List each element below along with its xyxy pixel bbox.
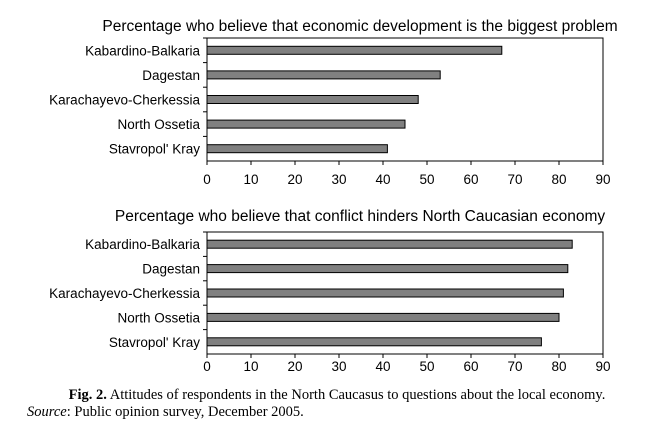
- chart2-x-tick-label: 70: [507, 359, 522, 374]
- chart2-category-label: North Ossetia: [117, 310, 200, 325]
- chart2-x-tick-label: 20: [287, 359, 302, 374]
- chart1-x-tick-label: 70: [507, 172, 522, 187]
- chart1-x-tick-label: 30: [331, 172, 346, 187]
- chart1-title: Percentage who believe that economic dev…: [102, 18, 617, 35]
- chart1-x-tick-label: 0: [203, 172, 211, 187]
- chart2-x-tick-label: 80: [551, 359, 566, 374]
- figure-caption-text: Attitudes of respondents in the North Ca…: [106, 387, 606, 403]
- chart1-x-tick-label: 20: [287, 172, 302, 187]
- chart1-category-label: Karachayevo-Cherkessia: [49, 93, 200, 108]
- chart2-x-tick-label: 90: [595, 359, 610, 374]
- chart2-category-label: Dagestan: [142, 262, 200, 277]
- chart2-bar: [206, 312, 560, 322]
- chart2-bar: [206, 337, 542, 347]
- chart2-x-tick-label: 50: [419, 359, 434, 374]
- chart2-category-label: Stavropol' Kray: [109, 335, 200, 350]
- chart2-category-label: Karachayevo-Cherkessia: [49, 286, 200, 301]
- chart1-bar: [206, 144, 388, 154]
- chart2-bar: [206, 264, 569, 274]
- figure-label: Fig. 2.: [68, 387, 107, 403]
- chart1-x-tick-label: 50: [419, 172, 434, 187]
- chart1-x-tick-label: 10: [243, 172, 258, 187]
- chart1-bar: [206, 70, 441, 80]
- chart2-x-tick-label: 10: [243, 359, 258, 374]
- chart1-category-label: Dagestan: [142, 68, 200, 83]
- chart1-x-tick-label: 40: [375, 172, 390, 187]
- chart1-category-label: North Ossetia: [117, 117, 200, 132]
- source-label: Source: [27, 404, 67, 420]
- chart1-x-tick-label: 80: [551, 172, 566, 187]
- chart1-category-label: Stavropol' Kray: [109, 142, 200, 157]
- chart1-x-tick-label: 60: [463, 172, 478, 187]
- chart2-title: Percentage who believe that conflict hin…: [115, 208, 605, 225]
- figure-caption: Fig. 2. Attitudes of respondents in the …: [22, 387, 652, 404]
- chart2-category-label: Kabardino-Balkaria: [85, 237, 200, 252]
- chart2-x-tick-label: 60: [463, 359, 478, 374]
- chart1-bar: [206, 95, 419, 104]
- chart2-bar: [206, 239, 573, 249]
- chart2-x-tick-label: 0: [203, 359, 211, 374]
- chart1-bar: [206, 119, 406, 129]
- chart2-bar: [206, 288, 564, 298]
- source-text: : Public opinion survey, December 2005.: [66, 404, 304, 420]
- figure-source: Source: Public opinion survey, December …: [27, 404, 657, 421]
- chart2-x-tick-label: 30: [331, 359, 346, 374]
- chart1-category-label: Kabardino-Balkaria: [85, 43, 200, 58]
- chart2-x-tick-label: 40: [375, 359, 390, 374]
- chart1-bar: [206, 45, 503, 55]
- chart1-x-tick-label: 90: [595, 172, 610, 187]
